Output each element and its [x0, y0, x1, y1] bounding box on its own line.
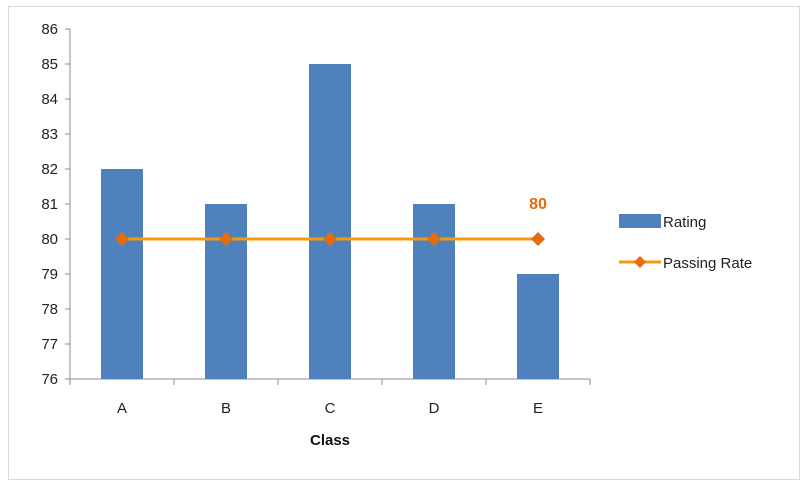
y-tick-label: 82: [41, 161, 58, 178]
y-tick-label: 78: [41, 301, 58, 318]
line-series: [115, 232, 545, 246]
bar: [517, 274, 559, 379]
x-tick-label: C: [325, 400, 336, 417]
bar-series: [101, 64, 559, 379]
y-tick-label: 77: [41, 336, 58, 353]
y-axis-ticks: 76 77 78 79 80 81 82 83 84 85 86: [41, 21, 70, 388]
y-tick-label: 86: [41, 21, 58, 38]
x-tick-label: D: [429, 400, 440, 417]
bar: [101, 169, 143, 379]
y-tick-label: 81: [41, 196, 58, 213]
legend-label: Rating: [663, 214, 706, 231]
data-labels: 80: [529, 196, 547, 213]
data-label: 80: [529, 196, 547, 213]
y-tick-label: 83: [41, 126, 58, 143]
y-tick-label: 85: [41, 56, 58, 73]
legend: Rating Passing Rate: [619, 214, 752, 272]
bar: [413, 204, 455, 379]
legend-label: Passing Rate: [663, 255, 752, 272]
x-axis-ticks: A B C D E: [69, 379, 591, 417]
point: [531, 232, 545, 246]
point: [323, 232, 337, 246]
legend-marker: [634, 256, 646, 268]
x-axis-title: Class: [310, 432, 350, 449]
x-tick-label: A: [117, 400, 127, 417]
y-tick-label: 84: [41, 91, 58, 108]
bar: [309, 64, 351, 379]
y-tick-label: 79: [41, 266, 58, 283]
x-tick-label: B: [221, 400, 231, 417]
y-tick-label: 76: [41, 371, 58, 388]
point: [115, 232, 129, 246]
legend-swatch-rating: [619, 214, 661, 228]
point: [427, 232, 441, 246]
point: [219, 232, 233, 246]
y-tick-label: 80: [41, 231, 58, 248]
bar: [205, 204, 247, 379]
x-tick-label: E: [533, 400, 543, 417]
